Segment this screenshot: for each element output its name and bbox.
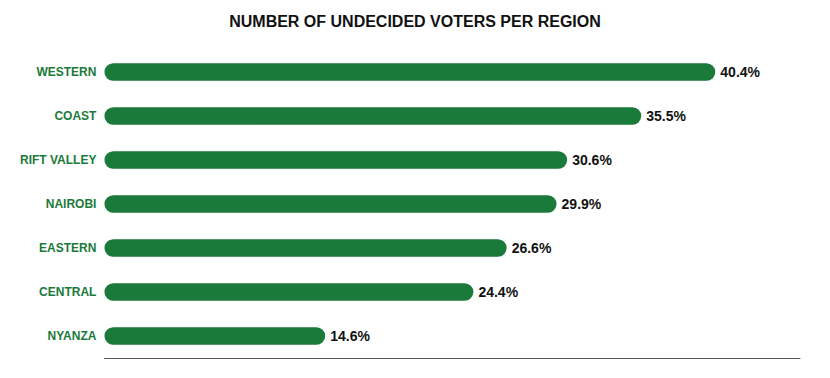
svg-text:CENTRAL: CENTRAL [39,285,96,299]
svg-text:30.6%: 30.6% [572,152,612,168]
svg-text:WESTERN: WESTERN [36,65,96,79]
svg-text:EASTERN: EASTERN [39,241,96,255]
svg-text:NYANZA: NYANZA [48,329,97,343]
svg-text:14.6%: 14.6% [330,328,370,344]
svg-text:40.4%: 40.4% [720,64,760,80]
svg-text:NAIROBI: NAIROBI [46,197,97,211]
svg-text:COAST: COAST [54,109,97,123]
svg-text:24.4%: 24.4% [478,284,518,300]
svg-text:29.9%: 29.9% [562,196,602,212]
svg-text:RIFT VALLEY: RIFT VALLEY [20,153,96,167]
svg-text:NUMBER OF UNDECIDED VOTERS PER: NUMBER OF UNDECIDED VOTERS PER REGION [229,13,601,30]
svg-text:35.5%: 35.5% [646,108,686,124]
svg-text:26.6%: 26.6% [512,240,552,256]
